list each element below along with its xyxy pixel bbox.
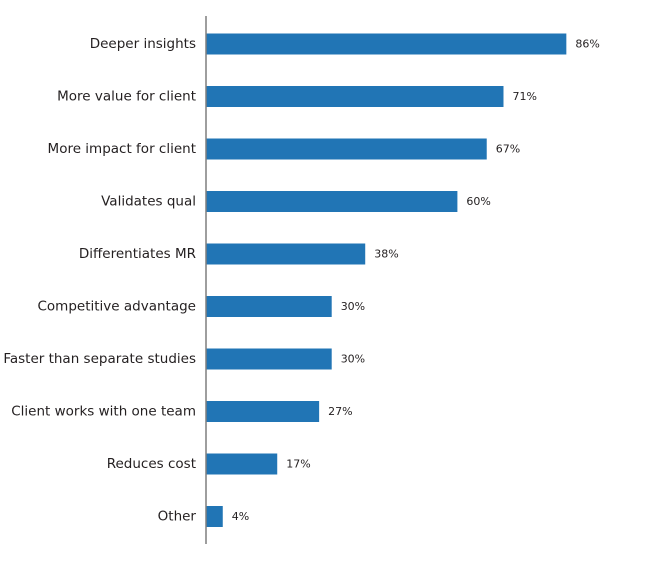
bar-4 [206, 243, 366, 265]
value-label: 30% [341, 353, 365, 366]
value-label: 17% [286, 458, 310, 471]
value-label: 67% [496, 143, 520, 156]
category-label-group: Deeper insights More value for client More… [3, 36, 196, 525]
bar-2 [206, 138, 487, 160]
category-label: Competitive advantage [38, 299, 197, 315]
bar-0 [206, 33, 567, 55]
value-label: 86% [575, 38, 599, 51]
category-label: Reduces cost [107, 456, 196, 472]
value-label: 4% [232, 510, 249, 523]
category-label: Differentiates MR [79, 246, 196, 262]
bar-1 [206, 86, 504, 107]
value-label: 71% [512, 90, 536, 103]
value-label-group: 86% 71% 67% 60% 38% 30% 30% 27% 17% 4% [232, 38, 600, 524]
bar-6 [206, 348, 332, 370]
value-label: 27% [328, 405, 352, 418]
category-label: More value for client [57, 89, 196, 105]
category-label: Faster than separate studies [3, 351, 196, 367]
bar-3 [206, 191, 458, 212]
category-label: Other [158, 509, 197, 525]
category-label: More impact for client [48, 141, 196, 157]
value-label: 60% [466, 195, 490, 208]
category-label: Deeper insights [90, 36, 196, 52]
bar-9 [206, 506, 223, 527]
value-label: 38% [374, 248, 398, 261]
value-label: 30% [341, 300, 365, 313]
bar-5 [206, 296, 332, 317]
bar-7 [206, 401, 320, 422]
category-label: Validates qual [101, 194, 196, 210]
bar-group [206, 33, 567, 527]
bar-8 [206, 453, 278, 475]
category-label: Client works with one team [11, 404, 196, 420]
